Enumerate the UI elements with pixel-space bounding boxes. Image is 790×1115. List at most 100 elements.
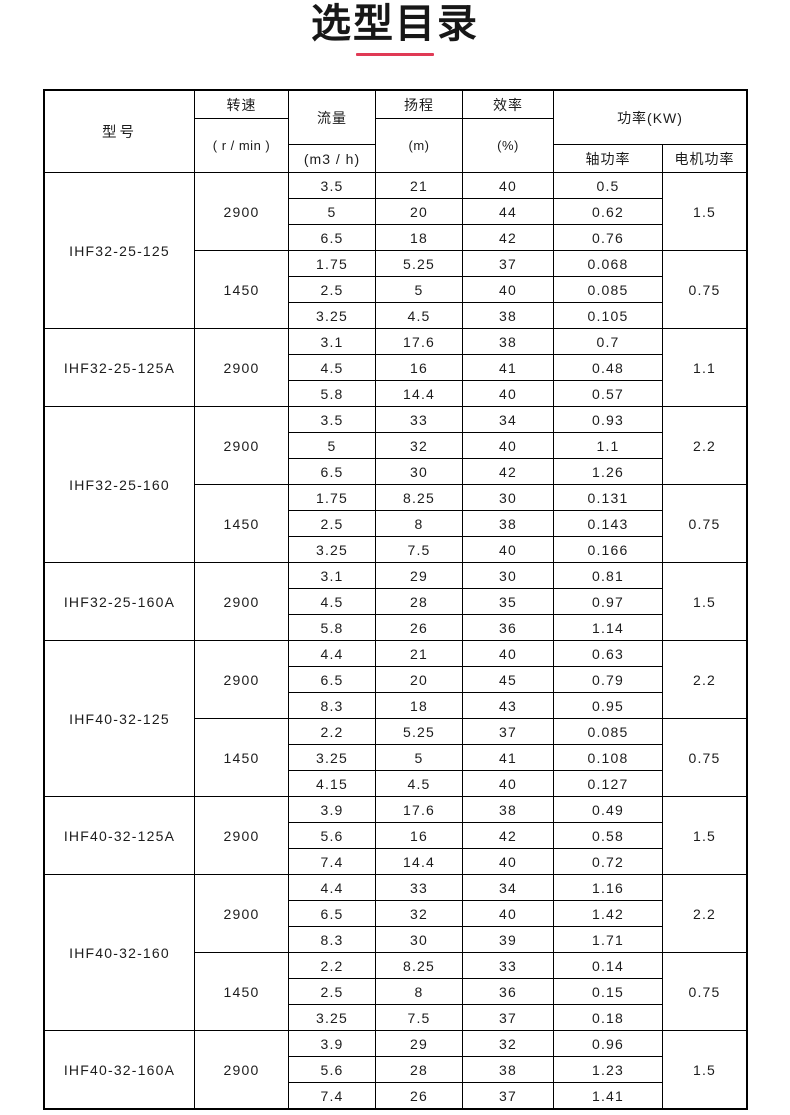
cell-head: 26 [375,1082,463,1109]
cell-efficiency: 35 [462,588,554,615]
cell-model: IHF40-32-160A [44,1030,195,1109]
cell-efficiency: 45 [462,666,554,693]
cell-efficiency: 37 [462,718,554,745]
cell-shaft-power: 0.81 [553,562,663,589]
cell-efficiency: 43 [462,692,554,719]
cell-shaft-power: 0.95 [553,692,663,719]
cell-shaft-power: 1.16 [553,874,663,901]
cell-speed: 1450 [194,484,289,563]
cell-model: IHF32-25-125 [44,172,195,329]
header-efficiency-unit: (%) [462,118,554,173]
cell-flow: 5.6 [288,1056,376,1083]
header-speed-unit: ( r / min ) [194,118,289,173]
cell-speed: 2900 [194,874,289,953]
cell-shaft-power: 0.085 [553,718,663,745]
cell-head: 14.4 [375,848,463,875]
cell-head: 5 [375,276,463,303]
cell-efficiency: 40 [462,640,554,667]
cell-shaft-power: 0.97 [553,588,663,615]
cell-efficiency: 37 [462,1082,554,1109]
cell-efficiency: 39 [462,926,554,953]
cell-flow: 2.2 [288,952,376,979]
cell-head: 16 [375,822,463,849]
table-row: 8.3 18 43 0.95 [45,692,747,719]
spec-table-container: 型号 转速 流量 扬程 效率 功率(KW) ( r / min ) (m) (%… [42,89,749,1110]
page-header: 选型目录 [0,0,790,56]
table-row: 3.25 5 41 0.108 [45,744,747,771]
cell-flow: 1.75 [288,484,376,511]
cell-efficiency: 34 [462,874,554,901]
cell-shaft-power: 0.72 [553,848,663,875]
cell-flow: 6.5 [288,666,376,693]
cell-shaft-power: 0.76 [553,224,663,251]
title-underline-rule [356,53,434,56]
cell-head: 4.5 [375,770,463,797]
cell-model: IHF32-25-160 [44,406,195,563]
cell-efficiency: 37 [462,1004,554,1031]
cell-flow: 4.4 [288,640,376,667]
cell-shaft-power: 0.166 [553,536,663,563]
cell-efficiency: 40 [462,900,554,927]
table-row: 5 20 44 0.62 [45,198,747,225]
cell-efficiency: 38 [462,328,554,355]
cell-flow: 3.25 [288,302,376,329]
cell-flow: 3.1 [288,562,376,589]
header-shaft-power: 轴功率 [553,144,663,173]
table-row: IHF32-25-160 2900 3.5 33 34 0.93 2.2 [44,406,748,563]
cell-motor-power: 0.75 [661,250,748,329]
table-row: 6.5 20 45 0.79 [45,666,747,693]
cell-shaft-power: 0.108 [553,744,663,771]
cell-model: IHF40-32-160 [44,874,195,1031]
cell-flow: 3.9 [288,796,376,823]
cell-head: 7.5 [375,536,463,563]
cell-motor-power: 2.2 [661,406,748,485]
cell-efficiency: 44 [462,198,554,225]
cell-efficiency: 34 [462,406,554,433]
cell-efficiency: 38 [462,302,554,329]
cell-head: 5.25 [375,718,463,745]
cell-flow: 3.25 [288,744,376,771]
cell-head: 28 [375,588,463,615]
cell-efficiency: 33 [462,952,554,979]
cell-shaft-power: 1.26 [553,458,663,485]
cell-efficiency: 30 [462,562,554,589]
page-title: 选型目录 [311,2,479,46]
cell-speed: 2900 [194,640,289,719]
cell-efficiency: 40 [462,536,554,563]
cell-flow: 7.4 [288,848,376,875]
cell-flow: 4.5 [288,354,376,381]
table-row: 7.4 26 37 1.41 [45,1082,747,1109]
cell-flow: 6.5 [288,224,376,251]
table-row: IHF32-25-125 2900 3.5 21 40 0.5 1.5 [44,172,748,329]
table-row: 6.5 32 40 1.42 [45,900,747,927]
cell-shaft-power: 0.7 [553,328,663,355]
cell-flow: 2.5 [288,978,376,1005]
cell-shaft-power: 0.63 [553,640,663,667]
cell-head: 30 [375,458,463,485]
cell-flow: 4.5 [288,588,376,615]
header-row-3: (m3 / h) 轴功率 电机功率 [45,144,748,173]
cell-flow: 2.2 [288,718,376,745]
cell-motor-power: 2.2 [661,640,748,719]
table-row: 6.5 18 42 0.76 [45,224,747,251]
cell-shaft-power: 0.085 [553,276,663,303]
header-efficiency: 效率 [462,90,554,119]
cell-flow: 5 [288,432,376,459]
header-flow: 流量 [288,90,376,145]
cell-flow: 5.6 [288,822,376,849]
cell-flow: 1.75 [288,250,376,277]
table-row: IHF32-25-125A 2900 3.1 17.6 38 0.7 1.1 [44,328,748,407]
cell-efficiency: 36 [462,978,554,1005]
cell-speed: 2900 [194,172,289,251]
cell-efficiency: 36 [462,614,554,641]
cell-head: 21 [375,640,463,667]
cell-head: 20 [375,198,463,225]
cell-head: 33 [375,874,463,901]
cell-flow: 8.3 [288,926,376,953]
cell-speed: 2900 [194,1030,289,1109]
cell-head: 26 [375,614,463,641]
cell-efficiency: 38 [462,1056,554,1083]
table-row: IHF40-32-125 2900 4.4 21 40 0.63 2.2 [44,640,748,797]
header-row-1: 型号 转速 流量 扬程 效率 功率(KW) [44,90,748,173]
cell-speed: 2900 [194,328,289,407]
